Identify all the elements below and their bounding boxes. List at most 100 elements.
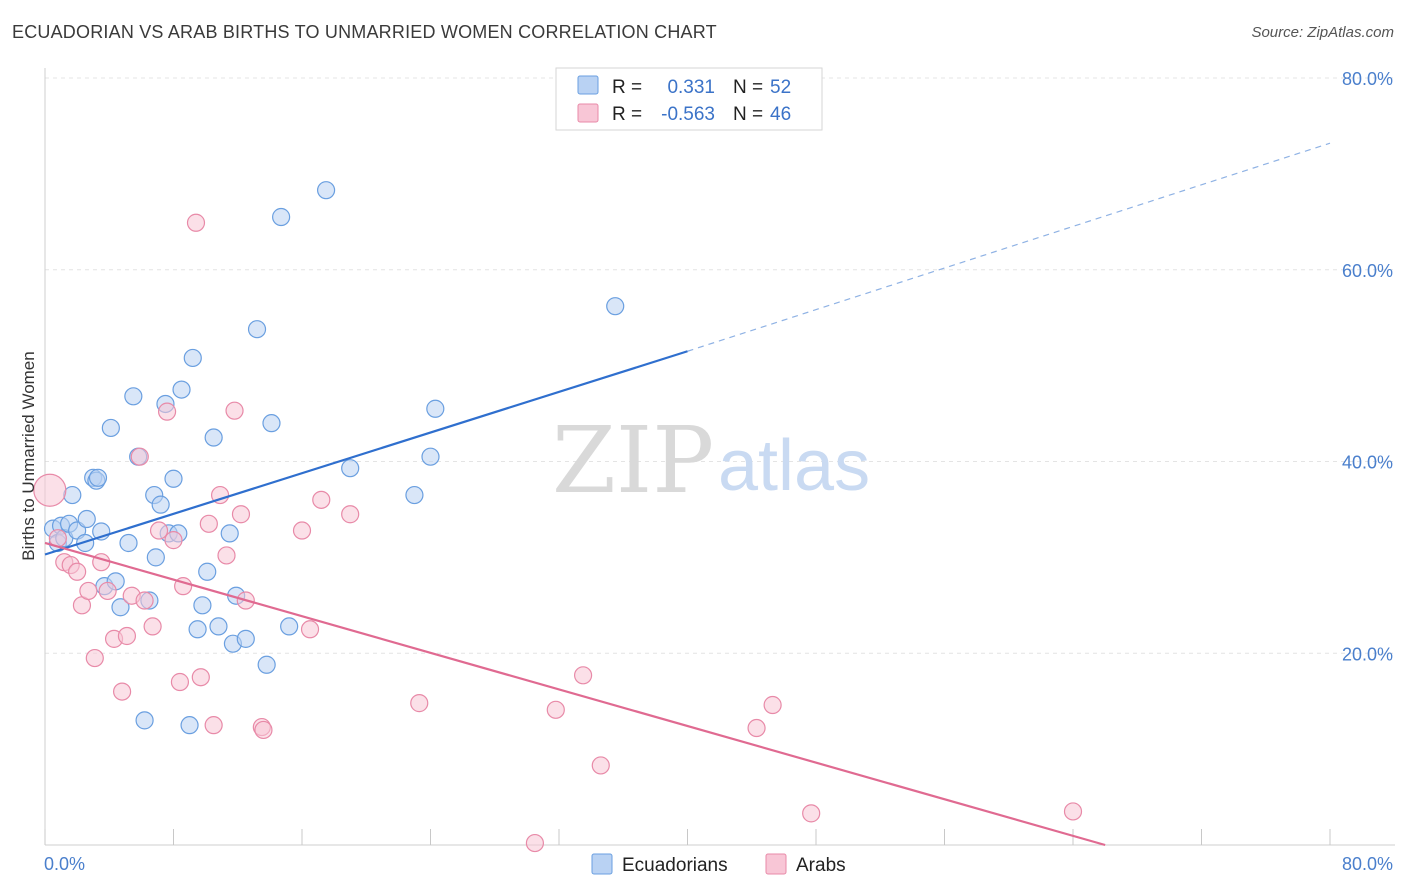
ecuadorians-point-41 <box>247 320 267 339</box>
data-points <box>33 181 1083 853</box>
axes <box>44 68 1395 846</box>
arabs-point-42 <box>747 718 766 738</box>
arabs-point-24 <box>199 514 218 533</box>
arabs-point-16 <box>143 617 162 636</box>
y-axis-label: Births to Unmarried Women <box>19 351 38 560</box>
arabs-point-17 <box>149 521 169 540</box>
arabs-point-9 <box>98 581 117 601</box>
watermark-atlas: atlas <box>718 426 870 506</box>
legend-bottom-label-arabs: Arabs <box>796 855 846 876</box>
ecuadorians-point-24 <box>151 495 170 514</box>
ecuadorians-point-11 <box>88 468 108 487</box>
legend-n-value-2: 46 <box>770 104 791 125</box>
arabs-point-41 <box>591 756 610 775</box>
ecuadorians-point-17 <box>119 533 138 553</box>
y-tick-label-0: 20.0% <box>1342 644 1393 664</box>
ecuadorians-point-23 <box>146 548 165 567</box>
y-tick-label-3: 80.0% <box>1342 69 1393 89</box>
watermark-zip: ZIP <box>552 407 714 514</box>
ecuadorians-point-8 <box>77 509 96 529</box>
legend-box <box>555 67 823 131</box>
ecuadorians-point-20 <box>135 711 154 730</box>
legend-n-value-1: 52 <box>770 77 791 98</box>
legend-r-value-1: 0.331 <box>667 77 715 98</box>
ecuadorians-point-16 <box>111 598 130 617</box>
x-tick-label-0: 0.0% <box>44 854 85 874</box>
arabs-point-27 <box>217 546 236 565</box>
arabs-point-37 <box>410 694 429 713</box>
x-tick-label-1: 80.0% <box>1342 854 1393 874</box>
ecuadorians-point-18 <box>124 387 143 406</box>
legend-r-value-2: -0.563 <box>661 104 715 125</box>
ecuadorians-point-40 <box>236 629 255 648</box>
chart-title: ECUADORIAN VS ARAB BIRTHS TO UNMARRIED W… <box>12 22 717 42</box>
ecuadorians-point-14 <box>101 418 120 438</box>
arabs-point-28 <box>225 401 244 420</box>
trend-lines <box>44 142 1331 847</box>
ecuadorians-point-49 <box>421 447 440 466</box>
arabs-point-36 <box>341 505 360 524</box>
arabs-point-38 <box>525 833 545 853</box>
ecuadorians-point-27 <box>164 469 183 488</box>
arabs-point-0 <box>33 473 67 507</box>
arabs-point-44 <box>802 804 821 823</box>
legend-n-label-1: N = <box>733 77 763 98</box>
ecuadorians-point-44 <box>272 207 291 227</box>
arabs-point-6 <box>79 581 98 601</box>
ecuadorians-point-31 <box>183 348 202 368</box>
ecuadorians-point-37 <box>220 524 239 543</box>
arabs-point-45 <box>1063 802 1083 821</box>
arabs-point-32 <box>254 720 273 740</box>
ecuadorians-point-34 <box>198 562 217 581</box>
arabs-point-14 <box>130 447 149 466</box>
arabs-point-35 <box>312 490 331 509</box>
arabs-point-40 <box>573 666 593 685</box>
arabs-trend-line <box>44 541 1106 847</box>
arabs-point-20 <box>170 672 190 692</box>
ecuadorians-point-35 <box>204 428 223 447</box>
legend-top: R = 0.331 N = 52 R = -0.563 N = 46 <box>555 67 823 131</box>
ecuadorians-point-48 <box>405 485 424 505</box>
legend-bottom: Ecuadorians Arabs <box>591 853 846 876</box>
y-tick-label-2: 60.0% <box>1342 261 1393 281</box>
watermark: ZIP atlas <box>552 407 870 514</box>
grid-lines <box>45 77 1395 654</box>
arabs-point-19 <box>164 531 183 550</box>
ecuadorians-point-32 <box>188 620 207 639</box>
tick-labels: 20.0% 40.0% 60.0% 80.0% 0.0% 80.0% <box>44 69 1393 874</box>
ecuadorians-point-45 <box>280 617 299 636</box>
ecuadorians-point-36 <box>209 617 228 636</box>
legend-bottom-swatch-ecuadorians <box>591 853 613 875</box>
ecuadorians-point-7 <box>76 533 95 553</box>
ecuadorians-point-29 <box>172 380 191 399</box>
arabs-point-29 <box>231 505 251 524</box>
ecuadorians-point-33 <box>193 596 212 615</box>
ecuadorians-point-50 <box>426 399 445 418</box>
legend-n-label-2: N = <box>733 104 763 125</box>
arabs-point-23 <box>191 668 210 687</box>
y-tick-label-1: 40.0% <box>1342 453 1393 473</box>
ecuadorians-point-43 <box>262 414 281 433</box>
ecuadorians-trend-line <box>44 350 688 556</box>
ecuadorians-point-47 <box>341 459 360 478</box>
ecuadorians-trend-extension <box>687 142 1331 352</box>
arabs-point-7 <box>85 648 104 668</box>
arabs-point-15 <box>135 591 154 610</box>
arabs-point-43 <box>763 695 782 715</box>
ecuadorians-point-42 <box>257 655 276 674</box>
arabs-point-33 <box>292 521 312 540</box>
ecuadorians-point-46 <box>316 181 336 200</box>
legend-swatch-ecuadorians <box>577 75 599 95</box>
arabs-point-34 <box>300 620 320 639</box>
legend-bottom-swatch-arabs <box>765 853 787 875</box>
arabs-point-11 <box>112 682 132 701</box>
arabs-point-18 <box>157 402 177 421</box>
legend-swatch-arabs <box>577 103 599 123</box>
ecuadorians-point-51 <box>606 297 625 316</box>
legend-bottom-label-ecuadorians: Ecuadorians <box>622 855 728 876</box>
arabs-point-4 <box>68 562 87 581</box>
source-credit: Source: ZipAtlas.com <box>1251 24 1394 41</box>
arabs-point-39 <box>546 700 565 719</box>
legend-r-label-1: R = <box>612 77 642 98</box>
